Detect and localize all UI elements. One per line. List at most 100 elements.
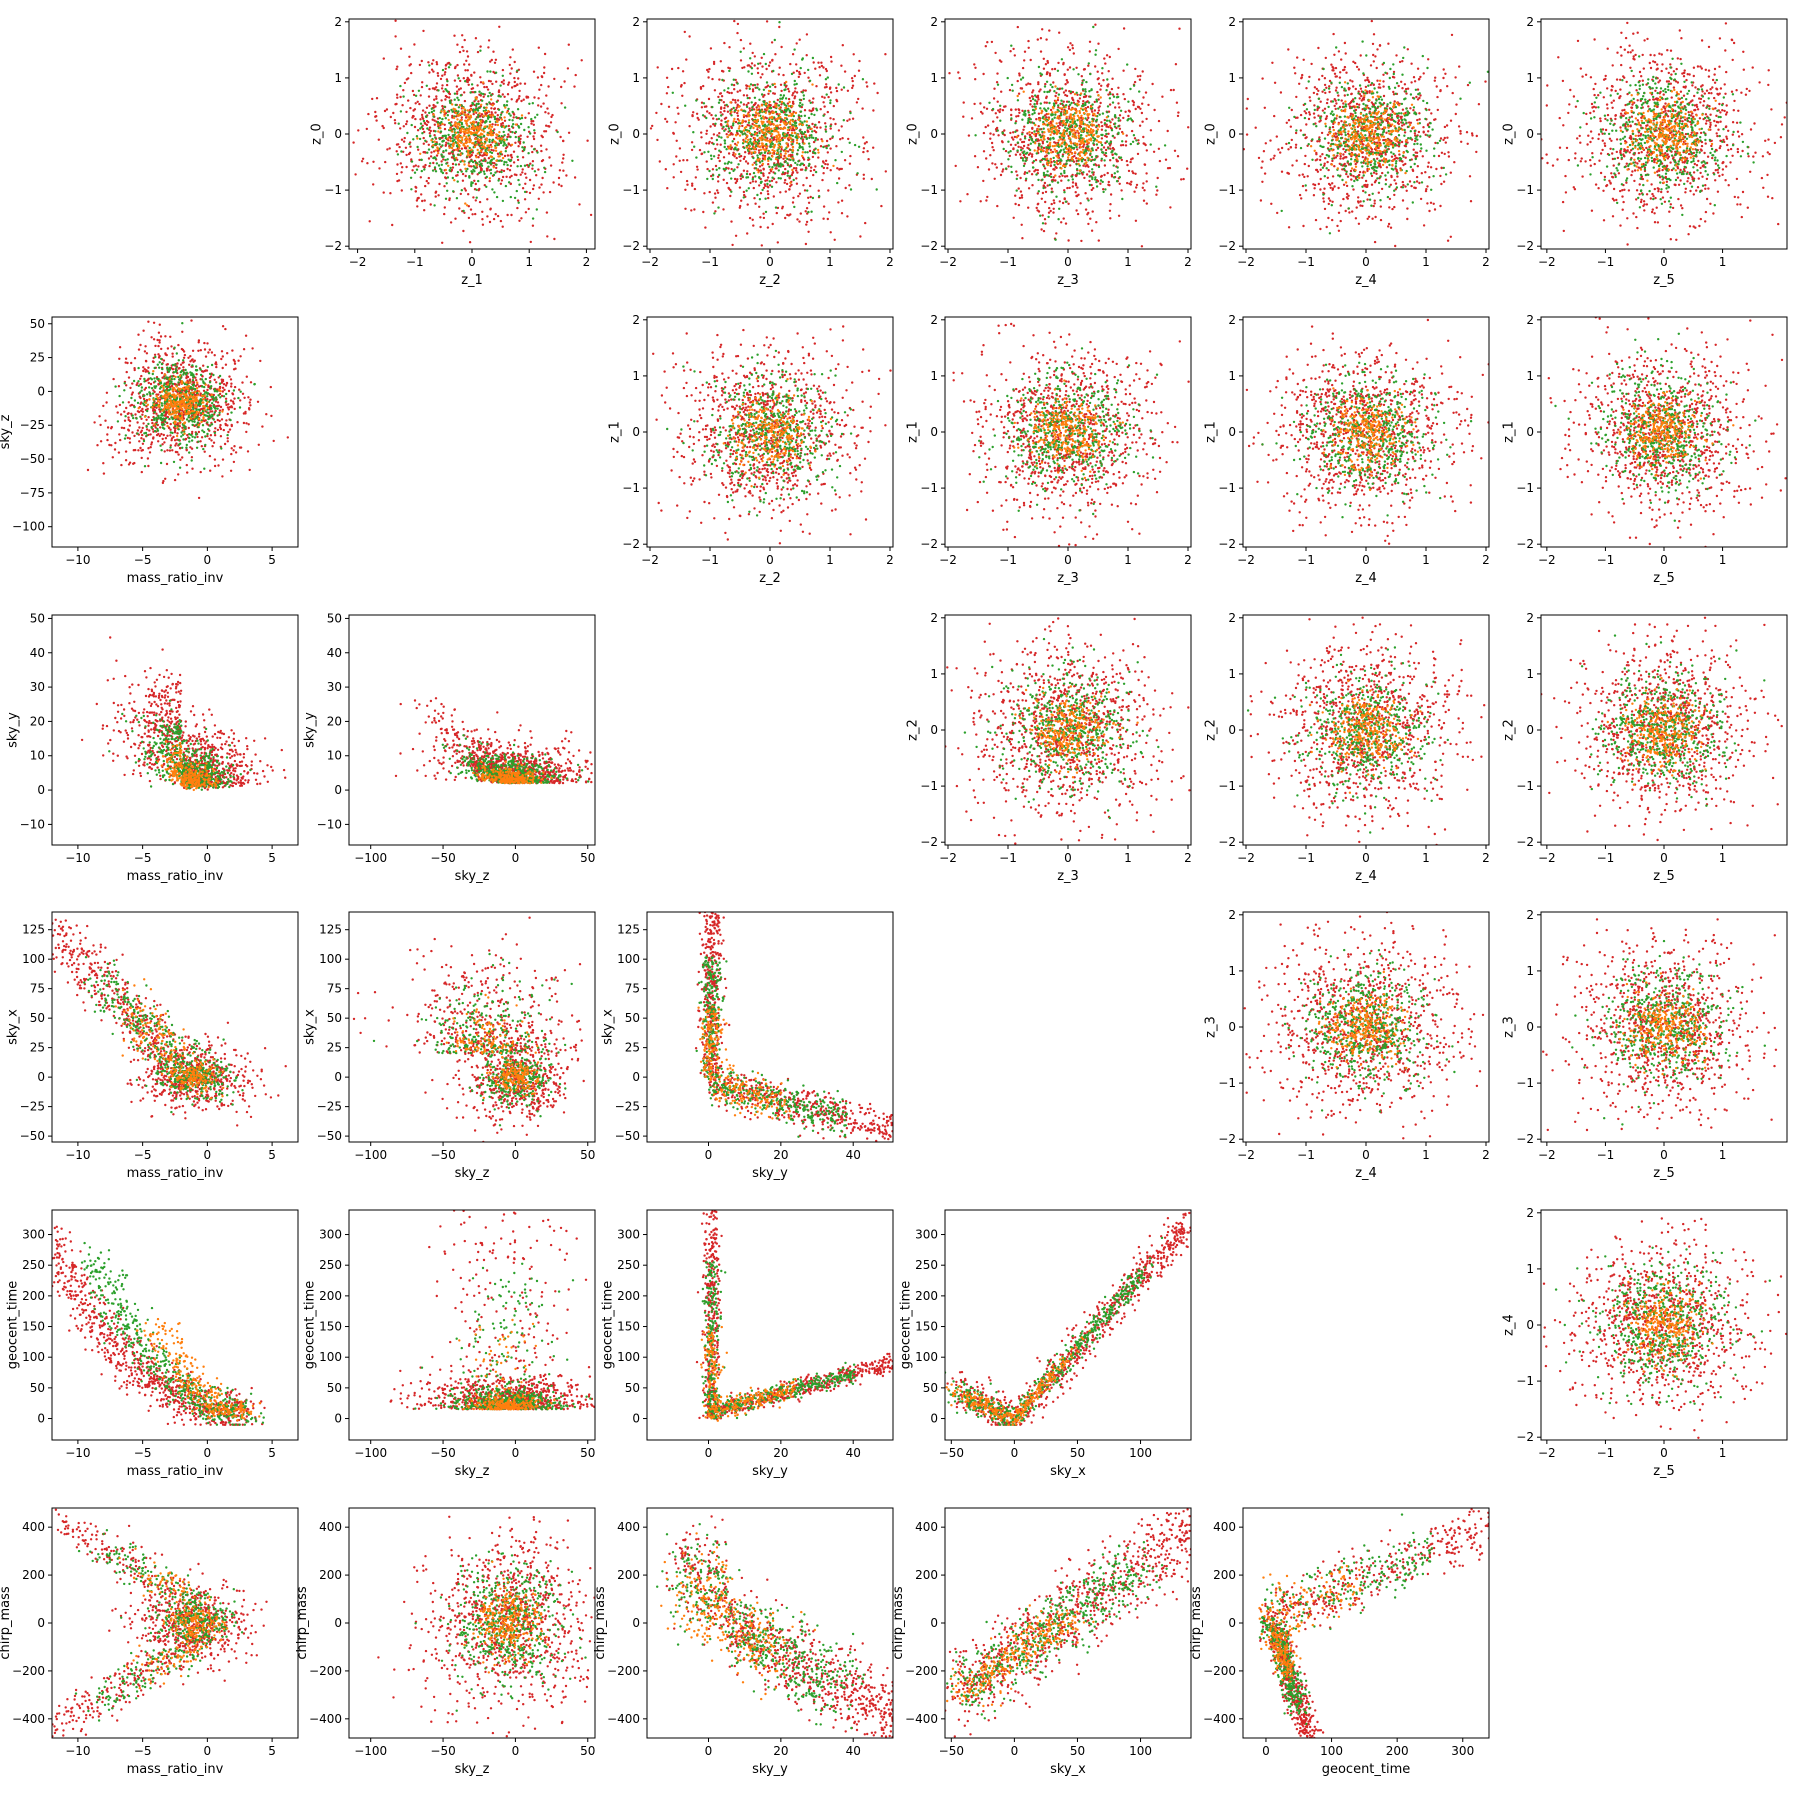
scatter-point bbox=[1109, 193, 1113, 196]
scatter-point bbox=[472, 112, 475, 116]
scatter-point bbox=[1108, 142, 1111, 145]
scatter-point bbox=[1004, 167, 1008, 170]
scatter-point bbox=[1053, 148, 1057, 151]
scatter-point bbox=[743, 66, 746, 69]
scatter-point bbox=[734, 101, 737, 104]
scatter-point bbox=[527, 164, 531, 167]
scatter-point bbox=[518, 183, 521, 186]
scatter-point bbox=[500, 122, 503, 126]
scatter-point bbox=[544, 111, 547, 114]
scatter-point bbox=[537, 97, 540, 100]
scatter-point bbox=[478, 160, 481, 163]
scatter-point bbox=[465, 170, 468, 173]
scatter-point bbox=[774, 206, 778, 209]
scatter-point bbox=[784, 156, 787, 159]
scatter-point bbox=[399, 95, 402, 99]
scatter-point bbox=[714, 164, 718, 168]
scatter-point bbox=[1029, 103, 1032, 106]
scatter-point bbox=[793, 79, 796, 83]
scatter-point bbox=[1091, 120, 1094, 123]
scatter-point bbox=[702, 102, 706, 105]
scatter-point bbox=[1045, 150, 1049, 154]
scatter-point bbox=[535, 208, 538, 211]
scatter-point bbox=[764, 134, 767, 137]
scatter-point bbox=[550, 115, 553, 119]
scatter-point bbox=[1088, 158, 1092, 161]
scatter-point bbox=[487, 95, 490, 98]
scatter-point bbox=[1157, 119, 1161, 123]
scatter-point bbox=[510, 86, 514, 89]
scatter-point bbox=[531, 102, 534, 105]
scatter-point bbox=[1108, 119, 1111, 123]
scatter-point bbox=[474, 212, 477, 216]
scatter-point bbox=[474, 137, 477, 141]
scatter-point bbox=[686, 183, 689, 186]
scatter-point bbox=[801, 103, 804, 106]
scatter-point bbox=[491, 188, 494, 191]
scatter-point bbox=[1107, 83, 1110, 86]
scatter-point bbox=[501, 68, 505, 72]
scatter-point bbox=[746, 96, 749, 100]
scatter-point bbox=[487, 79, 491, 83]
scatter-point bbox=[519, 173, 522, 176]
scatter-point bbox=[780, 103, 783, 106]
scatter-point bbox=[514, 123, 518, 126]
scatter-point bbox=[1015, 170, 1018, 173]
scatter-point bbox=[1117, 214, 1121, 217]
scatter-point bbox=[803, 130, 807, 134]
scatter-point bbox=[447, 66, 451, 69]
scatter-point bbox=[424, 184, 427, 188]
scatter-point bbox=[984, 125, 987, 129]
scatter-point bbox=[1069, 115, 1072, 118]
scatter-point bbox=[825, 69, 828, 73]
scatter-point bbox=[870, 177, 873, 181]
scatter-point bbox=[485, 185, 488, 188]
scatter-point bbox=[810, 218, 813, 222]
scatter-point bbox=[506, 167, 509, 171]
scatter-point bbox=[1039, 37, 1043, 40]
scatter-point bbox=[1048, 161, 1052, 164]
scatter-point bbox=[411, 169, 414, 172]
scatter-point bbox=[768, 156, 771, 159]
scatter-point bbox=[810, 127, 813, 130]
scatter-point bbox=[706, 167, 709, 171]
scatter-point bbox=[1035, 100, 1039, 103]
scatter-point bbox=[471, 131, 475, 135]
scatter-point bbox=[462, 143, 465, 147]
scatter-point bbox=[407, 77, 410, 80]
scatter-point bbox=[1059, 123, 1062, 127]
scatter-point bbox=[440, 153, 443, 156]
scatter-point bbox=[524, 211, 528, 214]
scatter-point bbox=[430, 151, 433, 154]
scatter-point bbox=[973, 102, 976, 106]
scatter-point bbox=[1094, 114, 1097, 118]
scatter-point bbox=[446, 189, 449, 192]
scatter-point bbox=[765, 117, 768, 120]
scatter-point bbox=[1050, 191, 1053, 194]
scatter-point bbox=[827, 189, 830, 192]
scatter-point bbox=[822, 166, 826, 170]
scatter-point bbox=[709, 125, 712, 128]
scatter-point bbox=[1088, 133, 1091, 137]
scatter-point bbox=[533, 116, 537, 119]
scatter-point bbox=[756, 112, 759, 115]
scatter-point bbox=[800, 114, 803, 118]
scatter-point bbox=[884, 53, 887, 56]
scatter-point bbox=[548, 156, 551, 159]
scatter-point bbox=[459, 79, 462, 83]
scatter-point bbox=[764, 136, 767, 139]
scatter-point bbox=[752, 171, 756, 175]
scatter-point bbox=[491, 114, 495, 117]
scatter-point bbox=[770, 130, 773, 133]
scatter-point bbox=[421, 109, 425, 112]
scatter-point bbox=[567, 43, 570, 46]
scatter-point bbox=[425, 179, 428, 183]
scatter-point bbox=[1044, 123, 1047, 126]
scatter-point bbox=[795, 42, 798, 45]
scatter-point bbox=[499, 141, 503, 145]
scatter-point bbox=[966, 193, 969, 196]
scatter-point bbox=[737, 127, 741, 130]
scatter-point bbox=[537, 168, 540, 171]
scatter-point bbox=[1103, 159, 1106, 162]
scatter-point bbox=[692, 131, 695, 134]
